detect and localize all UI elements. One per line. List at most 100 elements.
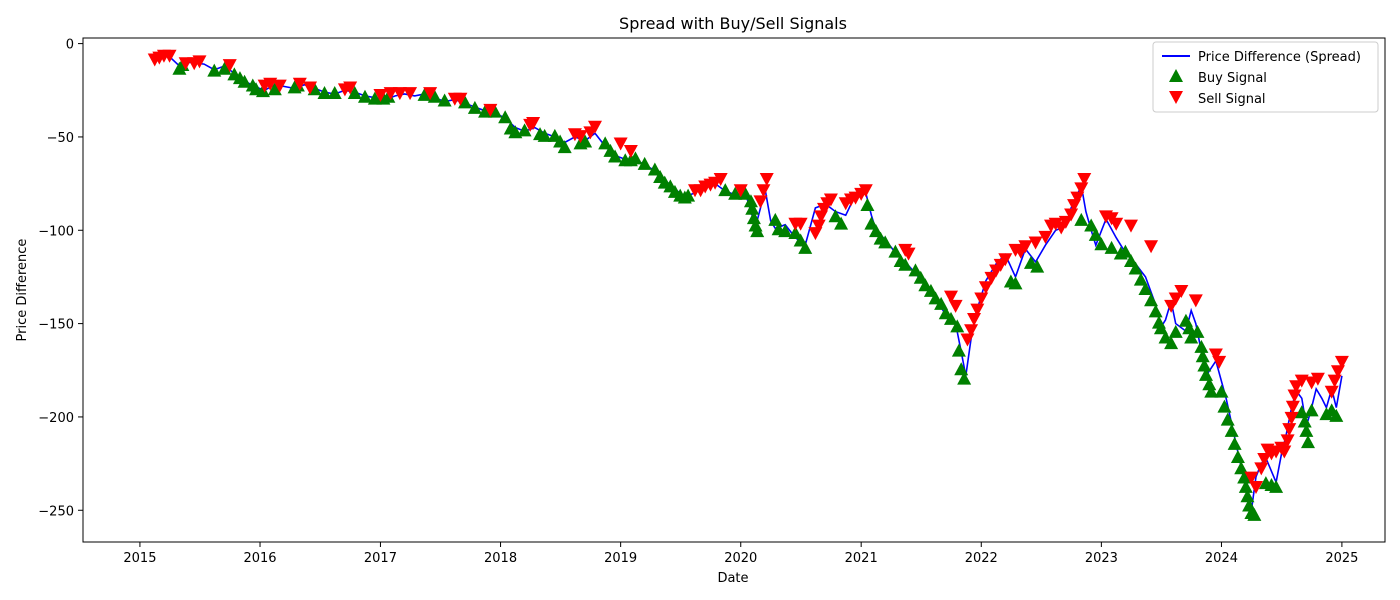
buy-signal-marker (950, 319, 965, 333)
sell-signal-marker (192, 55, 207, 69)
buy-signal-marker (1240, 489, 1255, 503)
buy-signal-marker (1329, 408, 1344, 422)
sell-signal-marker (823, 193, 838, 207)
y-tick-label: 0 (66, 38, 74, 53)
buy-signal-marker (207, 63, 222, 77)
buy-signal-markers (172, 58, 1344, 521)
sell-signal-marker (272, 79, 287, 93)
buy-signal-marker (745, 201, 760, 215)
buy-signal-marker (1304, 403, 1319, 417)
buy-signal-marker (347, 86, 362, 99)
buy-signal-marker (317, 86, 332, 99)
sell-signal-marker (1188, 294, 1203, 308)
buy-signal-marker (954, 362, 969, 376)
sell-signal-marker (793, 217, 808, 231)
buy-signal-marker (1195, 349, 1210, 363)
buy-signal-marker (647, 162, 662, 176)
buy-signal-marker (1294, 405, 1309, 419)
legend-sell-label: Sell Signal (1198, 92, 1266, 107)
sell-signal-marker (292, 77, 307, 91)
x-tick-label: 2019 (604, 551, 637, 566)
sell-signal-marker (1285, 400, 1300, 414)
sell-signal-marker (858, 184, 873, 198)
buy-signal-marker (1204, 384, 1219, 398)
buy-signal-marker (888, 244, 903, 258)
sell-signal-marker (978, 281, 993, 295)
buy-signal-marker (1138, 282, 1153, 295)
sell-signal-marker (373, 89, 388, 102)
sell-signal-marker (970, 303, 985, 317)
buy-signal-marker (1190, 324, 1205, 338)
buy-signal-marker (1084, 218, 1099, 232)
sell-signal-marker (974, 292, 989, 306)
buy-signal-marker (417, 87, 432, 101)
legend-buy-swatch (1169, 69, 1183, 82)
sell-signal-marker (303, 81, 318, 95)
buy-signal-marker (798, 240, 813, 254)
buy-signal-marker (327, 86, 342, 99)
y-tick-label: −200 (38, 411, 74, 426)
buy-signal-marker (743, 194, 758, 208)
sell-signal-marker (713, 173, 728, 186)
buy-signal-marker (1238, 479, 1253, 493)
buy-signal-marker (1008, 276, 1023, 290)
sell-signal-marker (573, 130, 588, 144)
buy-signal-marker (908, 263, 923, 277)
buy-signal-marker (1269, 479, 1284, 493)
sell-signal-marker (753, 195, 768, 209)
buy-signal-marker (1247, 507, 1262, 521)
buy-signal-marker (437, 93, 452, 107)
buy-signal-marker (537, 128, 552, 142)
buy-signal-marker (1030, 259, 1045, 273)
buy-signal-marker (598, 136, 613, 150)
buy-signal-marker (267, 82, 282, 96)
sell-signal-markers (147, 49, 1349, 494)
buy-signal-marker (681, 188, 696, 202)
plot-area: 2015 2016 2017 2018 2019 2020 2021 2022 2023 2024… (38, 37, 1386, 566)
buy-signal-marker (898, 257, 913, 271)
sell-signal-marker (1058, 215, 1073, 229)
buy-signal-marker (637, 156, 652, 170)
x-tick-label: 2025 (1325, 551, 1358, 566)
buy-signal-marker (1217, 399, 1232, 413)
x-tick-label: 2023 (1085, 551, 1118, 566)
sell-signal-marker (1028, 236, 1043, 250)
sell-signal-marker (1074, 182, 1089, 196)
buy-signal-marker (1104, 240, 1119, 254)
sell-signal-marker (1310, 372, 1325, 386)
sell-signal-marker (423, 87, 438, 101)
sell-signal-marker (343, 81, 358, 95)
sell-signal-marker (759, 173, 774, 186)
x-tick-label: 2020 (724, 551, 757, 566)
buy-signal-marker (1234, 461, 1249, 475)
buy-signal-marker (1144, 293, 1159, 307)
sell-signal-marker (1077, 173, 1092, 186)
buy-signal-marker (1133, 272, 1148, 286)
x-tick-label: 2021 (845, 551, 878, 566)
legend: Price Difference (Spread) Buy Signal Sel… (1152, 41, 1379, 113)
legend-sell-swatch (1169, 91, 1183, 104)
buy-signal-marker (1182, 321, 1197, 335)
sell-signal-marker (1208, 348, 1223, 362)
buy-signal-marker (788, 226, 803, 239)
sell-signal-marker (944, 290, 958, 304)
sell-signal-marker (403, 87, 418, 101)
buy-signal-marker (738, 186, 753, 200)
buy-signal-marker (427, 89, 442, 103)
chart-title: Spread with Buy/Sell Signals (619, 14, 847, 33)
legend-spread-label: Price Difference (Spread) (1198, 50, 1361, 65)
buy-signal-marker (728, 186, 743, 200)
sell-signal-marker (901, 247, 916, 261)
buy-signal-marker (778, 224, 793, 238)
sell-signal-marker (222, 59, 237, 73)
buy-signal-marker (1128, 261, 1143, 275)
sell-signal-marker (964, 324, 979, 338)
buy-signal-marker (557, 140, 572, 154)
sell-signal-marker (1038, 230, 1053, 244)
sell-signal-marker (613, 137, 628, 151)
buy-signal-marker (828, 209, 843, 223)
buy-signal-marker (1197, 358, 1212, 372)
buy-signal-marker (1153, 321, 1168, 335)
buy-signal-marker (934, 296, 949, 310)
buy-signal-marker (217, 61, 232, 75)
